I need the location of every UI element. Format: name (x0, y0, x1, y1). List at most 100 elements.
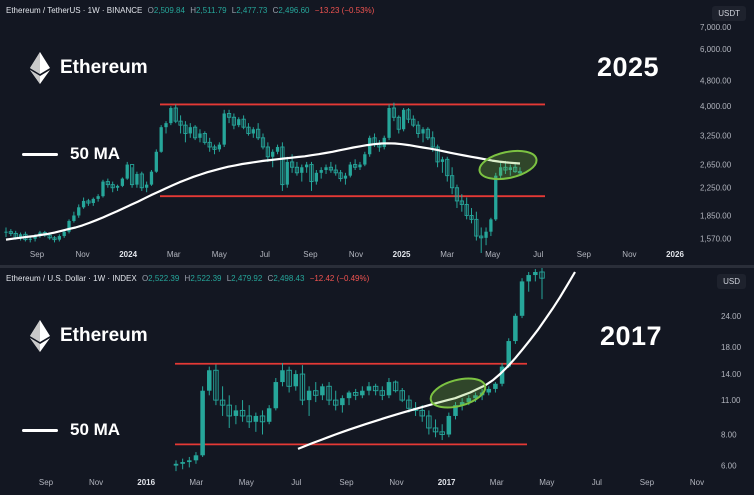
ma-50-line (297, 271, 576, 450)
ma-legend-label: 50 MA (70, 144, 121, 163)
candle-body (72, 215, 76, 221)
candle-body (506, 341, 511, 367)
ma-legend-label: 50 MA (70, 420, 121, 439)
candle-body (332, 399, 339, 406)
candle-body (96, 196, 100, 199)
candle-body (81, 200, 86, 208)
candle-body (387, 107, 391, 138)
close-label: C (267, 274, 274, 283)
x-tick-label: May (485, 250, 500, 259)
symbol-title[interactable]: Ethereum / TetherUS · 1W · BINANCE (6, 6, 143, 15)
candle-body (328, 166, 333, 171)
candle-body (226, 113, 232, 118)
candle-body (271, 151, 275, 157)
x-tick-label: May (539, 478, 554, 487)
y-tick-label: 3,250.00 (700, 132, 732, 141)
candle-body (519, 281, 525, 316)
candle-body (432, 427, 439, 433)
y-tick-label: 2,650.00 (700, 161, 732, 170)
x-tick-label: Sep (339, 478, 354, 487)
y-tick-label: 6,000.00 (700, 45, 732, 54)
high-value: 2,511.79 (195, 6, 227, 15)
candle-body (246, 126, 251, 134)
candle-body (219, 399, 226, 406)
candle-body (526, 275, 531, 282)
candle-body (173, 463, 179, 466)
candle-body (135, 173, 139, 185)
candle-body (193, 126, 198, 139)
candle-body (105, 181, 110, 186)
candle-body (348, 164, 352, 176)
low-label: L (226, 274, 232, 283)
candle-body (474, 218, 479, 237)
x-tick-label: Jul (291, 478, 301, 487)
currency-button[interactable]: USDT (712, 6, 746, 21)
candle-body (289, 161, 295, 168)
ma-legend-line (22, 152, 58, 156)
candle-body (207, 141, 212, 148)
ma-legend: 50 MA (22, 420, 120, 440)
candle-body (273, 382, 279, 409)
candle-body (91, 198, 95, 204)
y-tick-label: 6.00 (721, 462, 737, 471)
candle-body (508, 167, 512, 171)
ohlc-header: Ethereum / U.S. Dollar · 1W · INDEX O2,5… (6, 274, 369, 283)
candle-body (353, 164, 358, 168)
candle-body (8, 231, 13, 234)
candle-body (304, 164, 309, 168)
x-tick-label: Mar (490, 478, 504, 487)
candle-body (430, 137, 435, 148)
ma-legend: 50 MA (22, 144, 120, 164)
x-tick-label: May (239, 478, 254, 487)
candle-body (169, 107, 173, 124)
x-tick-label: Sep (39, 478, 54, 487)
candle-body (439, 431, 445, 435)
candle-body (246, 415, 252, 423)
candle-body (217, 144, 222, 150)
candle-body (256, 128, 261, 139)
high-value: 2,522.39 (190, 274, 222, 283)
symbol-title[interactable]: Ethereum / U.S. Dollar · 1W · INDEX (6, 274, 137, 283)
x-tick-label: Mar (440, 250, 454, 259)
candle-body (513, 166, 518, 173)
candle-body (419, 409, 425, 417)
y-tick-label: 24.00 (721, 312, 742, 321)
panel-divider (0, 265, 754, 268)
y-tick-label: 18.00 (721, 343, 742, 352)
candle-body (314, 172, 318, 182)
open-value: 2,509.84 (153, 6, 185, 15)
candle-body (251, 129, 255, 134)
y-tick-label: 7,000.00 (700, 23, 732, 32)
change-value: −13.23 (−0.53%) (314, 6, 375, 15)
candle-body (120, 178, 125, 186)
candle-body (360, 390, 365, 396)
ma-50-line (5, 142, 521, 241)
candle-body (313, 390, 319, 396)
x-tick-label: Sep (30, 250, 45, 259)
candle-body (494, 175, 498, 220)
candle-body (309, 164, 314, 183)
candle-body (180, 462, 185, 464)
candle-body (450, 175, 455, 189)
candle-body (416, 124, 421, 134)
y-tick-label: 4,000.00 (700, 102, 732, 111)
y-tick-label: 4,800.00 (700, 76, 732, 85)
candle-body (459, 402, 465, 406)
candle-body (352, 392, 359, 396)
candle-body (52, 237, 57, 241)
x-tick-label: Nov (622, 250, 636, 259)
candle-body (411, 118, 416, 126)
candle-body (435, 146, 440, 163)
candle-body (198, 133, 202, 138)
currency-button[interactable]: USD (717, 274, 746, 289)
candle-body (139, 173, 144, 189)
candle-body (178, 120, 183, 126)
candle-body (188, 127, 192, 134)
candle-body (33, 236, 37, 239)
highlight-ellipse (478, 149, 538, 181)
candle-body (86, 200, 91, 204)
candle-body (62, 231, 66, 237)
x-tick-label: 2024 (119, 250, 137, 259)
candle-body (391, 107, 397, 118)
candle-body (293, 374, 299, 387)
